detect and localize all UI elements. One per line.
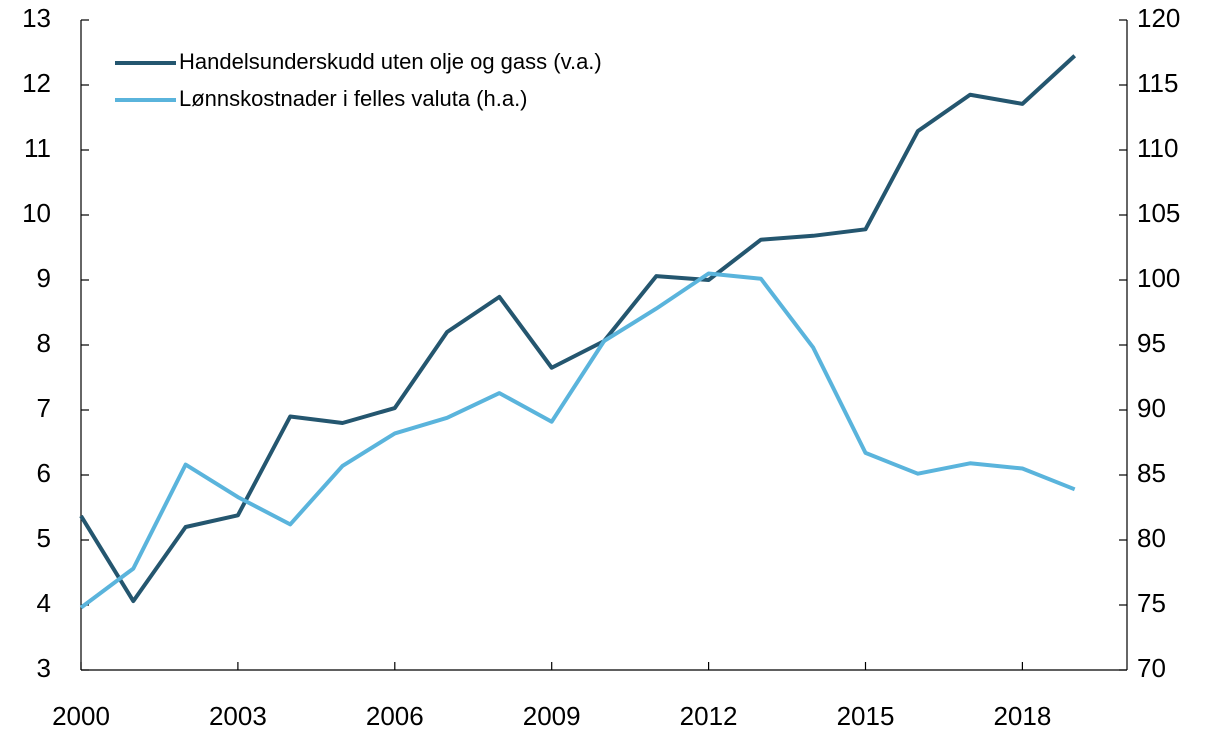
x-tick-label: 2009 xyxy=(523,701,581,731)
y-tick-label: 12 xyxy=(22,68,51,98)
y2-tick-label: 100 xyxy=(1137,263,1180,293)
y-tick-label: 13 xyxy=(22,3,51,33)
y2-tick-label: 75 xyxy=(1137,588,1166,618)
x-tick-label: 2018 xyxy=(993,701,1051,731)
y-tick-label: 11 xyxy=(24,133,51,163)
series-line xyxy=(79,54,1077,604)
legend-label: Lønnskostnader i felles valuta (h.a.) xyxy=(179,86,528,111)
y-tick-label: 6 xyxy=(37,458,51,488)
y-tick-label: 3 xyxy=(37,653,51,683)
x-tick-label: 2012 xyxy=(680,701,738,731)
x-tick-label: 2003 xyxy=(209,701,267,731)
y2-tick-label: 85 xyxy=(1137,458,1166,488)
x-tick-label: 2000 xyxy=(52,701,110,731)
y-tick-label: 10 xyxy=(22,198,51,228)
y2-tick-label: 95 xyxy=(1137,328,1166,358)
series-line xyxy=(79,271,1076,610)
y2-tick-label: 80 xyxy=(1137,523,1166,553)
y-tick-label: 7 xyxy=(37,393,51,423)
y2-tick-label: 120 xyxy=(1137,3,1180,33)
y-tick-label: 9 xyxy=(37,263,51,293)
y2-tick-label: 115 xyxy=(1137,68,1178,98)
y2-tick-label: 70 xyxy=(1137,653,1166,683)
y2-tick-label: 90 xyxy=(1137,393,1166,423)
y2-tick-label: 110 xyxy=(1137,133,1178,163)
legend-label: Handelsunderskudd uten olje og gass (v.a… xyxy=(179,49,602,74)
x-tick-label: 2006 xyxy=(366,701,424,731)
x-tick-label: 2015 xyxy=(837,701,895,731)
y2-tick-label: 105 xyxy=(1137,198,1180,228)
y-tick-label: 5 xyxy=(37,523,51,553)
y-tick-label: 8 xyxy=(37,328,51,358)
y-tick-label: 4 xyxy=(37,588,51,618)
